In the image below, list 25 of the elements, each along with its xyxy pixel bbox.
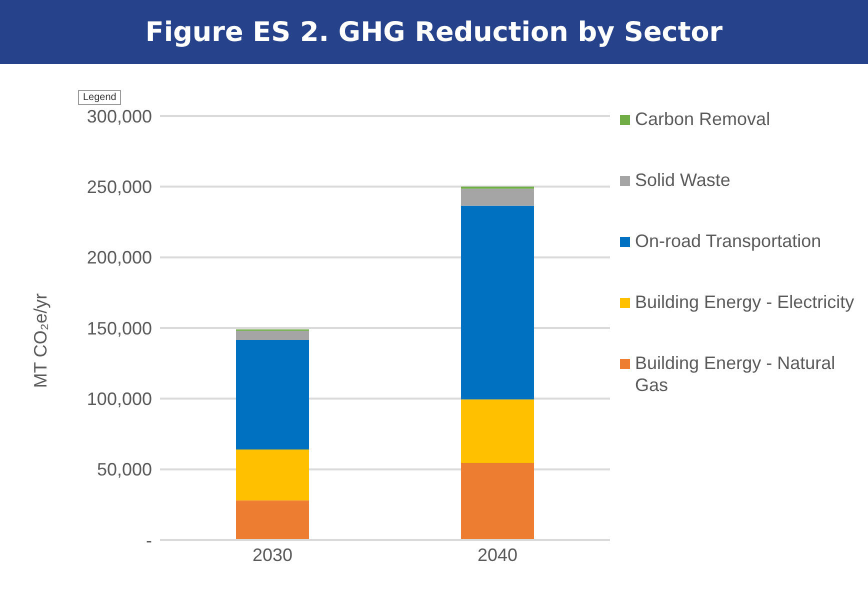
y-axis-title: MT CO₂e/yr [30, 293, 50, 388]
bar [461, 188, 534, 206]
text: Legend [78, 90, 122, 105]
y-tick-label: 100,000 [86, 389, 152, 410]
x-tick-label: 2030 [252, 544, 293, 565]
y-tick-label: 200,000 [86, 248, 152, 268]
legend-label: Carbon Removal [635, 108, 770, 130]
legend-label: Solid Waste [635, 169, 730, 191]
legend-label: Building Energy - Natural Gas [635, 352, 836, 396]
y-tick-label: 300,000 [86, 106, 152, 126]
bar [461, 206, 534, 400]
bar [236, 330, 309, 340]
bar [461, 462, 534, 540]
y-tick-label: 250,000 [86, 177, 152, 198]
legend-label: Building Energy - Electricity [635, 291, 854, 313]
y-tick-label: - [146, 530, 152, 550]
legend-label: On-road Transportation [635, 230, 822, 252]
y-tick-label: 150,000 [86, 318, 152, 338]
bar [236, 340, 309, 450]
bar [236, 450, 309, 500]
bar [461, 399, 534, 463]
bar [236, 500, 309, 540]
chart-title: Figure ES 2. GHG Reduction by Sector [145, 16, 723, 48]
y-tick-label: 50,000 [96, 460, 152, 480]
x-tick-label: 2040 [477, 544, 518, 565]
